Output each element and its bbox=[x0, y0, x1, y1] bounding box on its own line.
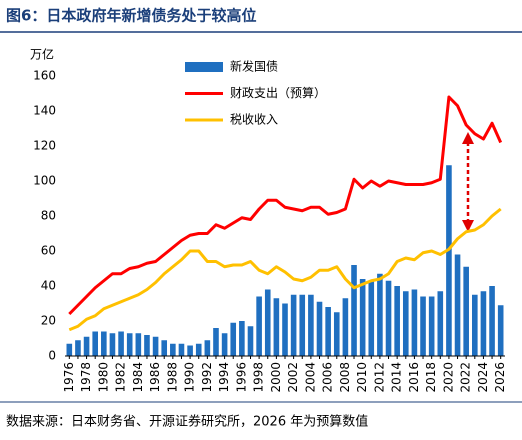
bar bbox=[256, 296, 262, 356]
x-tick-label: 2010 bbox=[355, 362, 369, 393]
x-tick-label: 1984 bbox=[131, 362, 145, 393]
y-tick-label: 80 bbox=[41, 209, 56, 223]
bar bbox=[170, 343, 176, 356]
y-axis-label: 万亿 bbox=[30, 47, 54, 62]
x-tick-label: 2016 bbox=[407, 362, 421, 393]
bar bbox=[316, 301, 323, 356]
x-tick-label: 1986 bbox=[148, 362, 162, 393]
x-tick-label: 1980 bbox=[96, 362, 110, 393]
bar bbox=[385, 280, 392, 356]
y-tick-label: 60 bbox=[41, 244, 56, 258]
bar bbox=[402, 291, 409, 356]
bar bbox=[446, 165, 452, 356]
bar bbox=[195, 343, 202, 356]
legend-swatch bbox=[185, 62, 223, 72]
x-tick-label: 1976 bbox=[62, 362, 76, 393]
bar bbox=[204, 340, 211, 356]
bar bbox=[282, 303, 288, 356]
bar bbox=[239, 321, 245, 356]
bar bbox=[118, 331, 124, 356]
x-tick-label: 2024 bbox=[476, 362, 490, 393]
bar bbox=[342, 298, 349, 356]
bar bbox=[161, 340, 168, 356]
bar bbox=[351, 265, 357, 356]
x-tick-label: 2006 bbox=[321, 362, 335, 393]
bar bbox=[66, 343, 73, 356]
bar bbox=[247, 326, 254, 356]
x-tick-label: 2014 bbox=[390, 362, 404, 393]
bar bbox=[359, 279, 366, 356]
y-tick-label: 140 bbox=[33, 104, 56, 118]
y-tick-label: 0 bbox=[48, 349, 56, 363]
bar bbox=[489, 286, 495, 356]
bar bbox=[463, 266, 469, 356]
x-tick-label: 1982 bbox=[114, 362, 128, 393]
bar bbox=[394, 286, 400, 356]
x-tick-label: 1998 bbox=[252, 362, 266, 393]
x-tick-label: 1994 bbox=[217, 362, 231, 393]
x-tick-label: 2012 bbox=[372, 362, 386, 393]
bar bbox=[135, 333, 142, 356]
legend-label: 财政支出（预算） bbox=[230, 85, 326, 100]
bar bbox=[368, 280, 375, 356]
x-tick-label: 1978 bbox=[79, 362, 93, 393]
bar bbox=[325, 307, 331, 356]
y-tick-label: 20 bbox=[41, 314, 56, 328]
x-tick-label: 2000 bbox=[269, 362, 283, 393]
bar bbox=[83, 336, 90, 356]
bar bbox=[273, 298, 280, 356]
y-tick-label: 100 bbox=[33, 174, 56, 188]
chart-title: 图6：日本政府年新增债务处于较高位 bbox=[6, 7, 256, 25]
bar bbox=[264, 289, 271, 356]
x-tick-label: 2020 bbox=[441, 362, 455, 393]
x-tick-label: 2018 bbox=[424, 362, 438, 393]
bar bbox=[101, 331, 107, 356]
x-tick-label: 1992 bbox=[200, 362, 214, 393]
x-tick-label: 1988 bbox=[165, 362, 179, 393]
bar bbox=[221, 333, 228, 356]
bar bbox=[437, 291, 444, 356]
bar bbox=[144, 335, 150, 356]
bar bbox=[152, 336, 159, 356]
bar bbox=[472, 294, 478, 356]
x-tick-label: 1996 bbox=[234, 362, 248, 393]
line bbox=[68, 95, 503, 316]
bar bbox=[497, 305, 504, 356]
bar bbox=[333, 312, 340, 356]
y-tick-label: 120 bbox=[33, 139, 56, 153]
y-tick-label: 160 bbox=[33, 69, 56, 83]
y-tick-label: 40 bbox=[41, 279, 56, 293]
bar bbox=[178, 343, 185, 356]
bar bbox=[428, 296, 435, 356]
bar bbox=[377, 273, 383, 356]
x-tick-label: 2002 bbox=[286, 362, 300, 393]
bar bbox=[290, 294, 297, 356]
legend-label: 新发国债 bbox=[230, 59, 278, 74]
x-tick-label: 2022 bbox=[459, 362, 473, 393]
bar bbox=[299, 294, 306, 356]
bar bbox=[308, 294, 314, 356]
bar bbox=[411, 289, 418, 356]
bar bbox=[420, 296, 426, 356]
bar bbox=[126, 333, 133, 356]
bar bbox=[480, 291, 487, 356]
gap-arrow bbox=[462, 132, 474, 232]
x-tick-label: 2026 bbox=[493, 362, 507, 393]
bar bbox=[187, 345, 193, 356]
bar bbox=[230, 322, 237, 356]
bar bbox=[75, 340, 81, 356]
source-note: 数据来源：日本财务省、开源证券研究所，2026 年为预算数值 bbox=[6, 414, 368, 430]
x-tick-label: 2004 bbox=[303, 362, 317, 393]
x-tick-label: 1990 bbox=[183, 362, 197, 393]
legend-label: 税收收入 bbox=[230, 113, 278, 127]
bar bbox=[109, 333, 116, 356]
x-tick-label: 2008 bbox=[338, 362, 352, 393]
bar bbox=[92, 331, 98, 356]
line bbox=[68, 207, 502, 332]
bar bbox=[454, 254, 461, 356]
bar bbox=[213, 328, 219, 356]
